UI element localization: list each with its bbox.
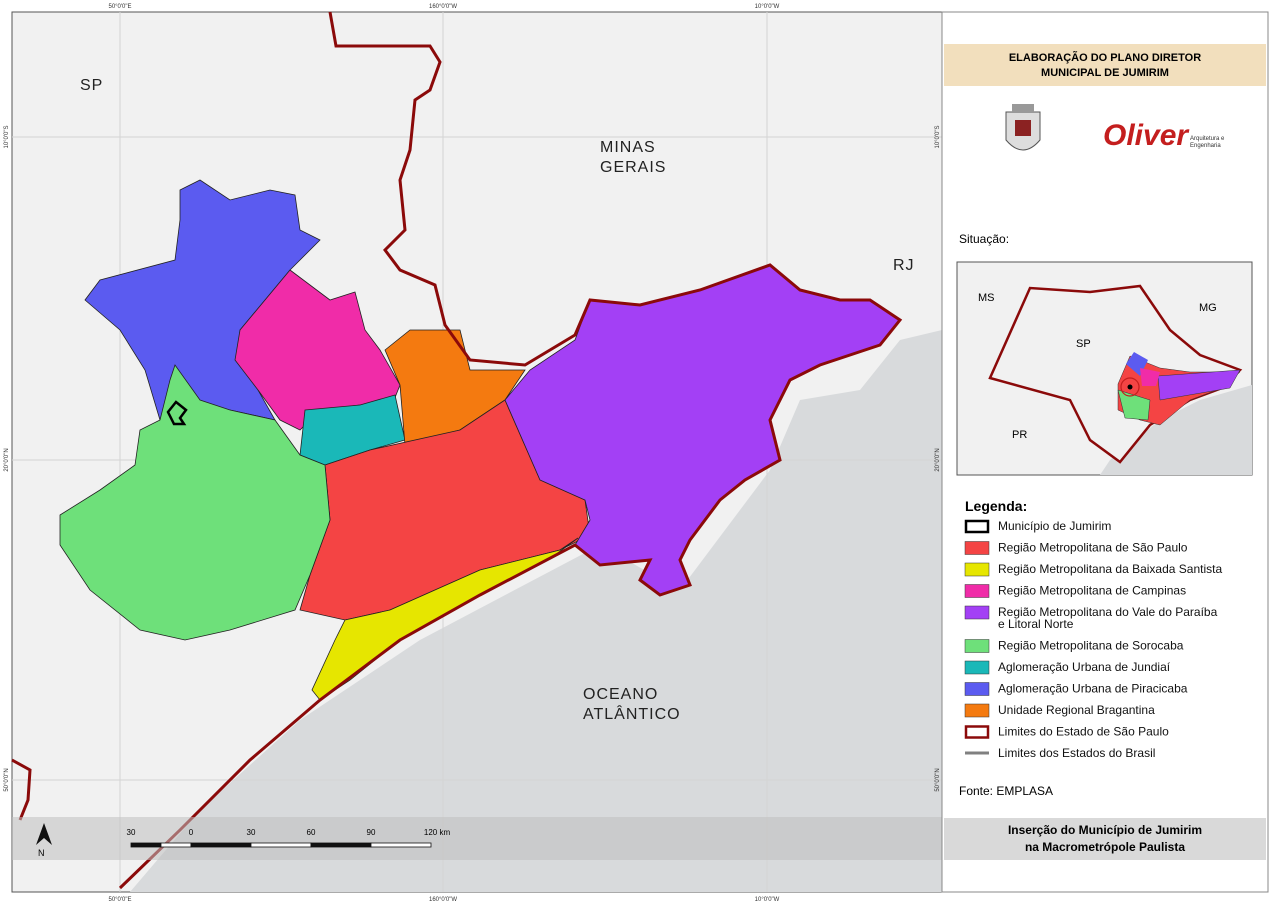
logo-sub: Arquitetura e [1190, 136, 1225, 142]
legend-label: Região Metropolitana de São Paulo [998, 541, 1188, 555]
coord-label: 50°0'0"E [108, 897, 131, 903]
footer-title: na Macrometrópole Paulista [1025, 840, 1185, 854]
scale-label: 90 [367, 828, 376, 837]
source: Fonte: EMPLASA [959, 784, 1053, 798]
ocean [130, 330, 942, 892]
legend-swatch [964, 682, 990, 696]
coord-label: 160°0'0"W [429, 897, 457, 903]
legend-title: Legenda: [965, 498, 1027, 514]
map-label: GERAIS [600, 159, 666, 176]
legend-swatch [964, 725, 990, 739]
logo-sub: Engenharia [1190, 143, 1221, 149]
scale-label: 120 km [424, 828, 451, 837]
legend-label: Região Metropolitana de Campinas [998, 584, 1186, 598]
panel-title: MUNICIPAL DE JUMIRIM [1041, 67, 1169, 79]
legend-label: Região Metropolitana de Sorocaba [998, 639, 1184, 653]
regions [59, 179, 901, 701]
legend-label: Aglomeração Urbana de Piracicaba [998, 682, 1188, 696]
legend-swatch [964, 660, 990, 675]
legend-swatch [964, 519, 990, 534]
scale-label: 0 [189, 828, 194, 837]
footer-title: Inserção do Município de Jumirim [1008, 823, 1202, 837]
coord-label: 160°0'0"W [429, 4, 457, 10]
coord-label: 10°0'0"W [755, 4, 780, 10]
legend-swatch [964, 562, 990, 577]
coord-label: 50°0'0"N [935, 768, 941, 791]
legend-label: Região Metropolitana do Vale do Paraíba [998, 605, 1218, 619]
inset-label: MG [1199, 302, 1217, 314]
inset-label: PR [1012, 429, 1027, 441]
coord-label: 10°0'0"S [935, 125, 941, 148]
coat-of-arms [1005, 104, 1041, 151]
legend-label: Limites do Estado de São Paulo [998, 725, 1169, 739]
legend-label: Unidade Regional Bragantina [998, 703, 1155, 717]
region-bragantina [384, 329, 526, 446]
legend-swatch [964, 639, 990, 653]
scale-label: 30 [127, 828, 136, 837]
legend-label: Região Metropolitana da Baixada Santista [998, 562, 1222, 576]
north-arrow [36, 823, 52, 845]
title-band [944, 44, 1266, 86]
inset-map [956, 261, 1253, 476]
scale-bar [130, 842, 432, 848]
coord-label: 50°0'0"N [4, 768, 10, 791]
legend-label: Município de Jumirim [998, 519, 1111, 533]
coord-label: 50°0'0"E [108, 4, 131, 10]
map-label: MINAS [600, 139, 656, 156]
scale-strip [12, 817, 942, 860]
region-piracicaba [84, 179, 321, 421]
coord-label: 20°0'0"N [935, 448, 941, 471]
map-label: RJ [893, 257, 915, 274]
panel-title: ELABORAÇÃO DO PLANO DIRETOR [1009, 51, 1201, 64]
map: SP MINAS GERAIS RJ OCEANO ATLÂNTICO N 30… [11, 11, 943, 893]
legend-swatch [964, 605, 990, 620]
scale-label: 60 [307, 828, 316, 837]
map-label: OCEANO [583, 686, 658, 703]
scale-label: 30 [247, 828, 256, 837]
coord-label: 10°0'0"S [4, 125, 10, 148]
jumirim [166, 400, 188, 426]
legend-label: Limites dos Estados do Brasil [998, 746, 1155, 760]
map-label: SP [80, 77, 103, 94]
logo-name: Oliver [1103, 119, 1190, 152]
state-border [118, 11, 903, 890]
inset-label: SP [1076, 338, 1091, 350]
state-border-west [11, 758, 32, 821]
legend-label: Aglomeração Urbana de Jundiaí [998, 660, 1171, 674]
north-label: N [38, 848, 45, 858]
legend-label: e Litoral Norte [998, 617, 1074, 631]
inset-label: MS [978, 292, 995, 304]
panel: ELABORAÇÃO DO PLANO DIRETOR MUNICIPAL DE… [941, 11, 1269, 893]
legend-swatch [964, 584, 990, 598]
situation-label: Situação: [959, 232, 1009, 246]
legend-swatch [964, 541, 990, 555]
footer-band [944, 818, 1266, 860]
region-sorocaba [59, 364, 331, 641]
map-label: ATLÂNTICO [583, 704, 681, 723]
coord-label: 20°0'0"N [4, 448, 10, 471]
coord-label: 10°0'0"W [755, 897, 780, 903]
legend-swatch [964, 703, 990, 718]
